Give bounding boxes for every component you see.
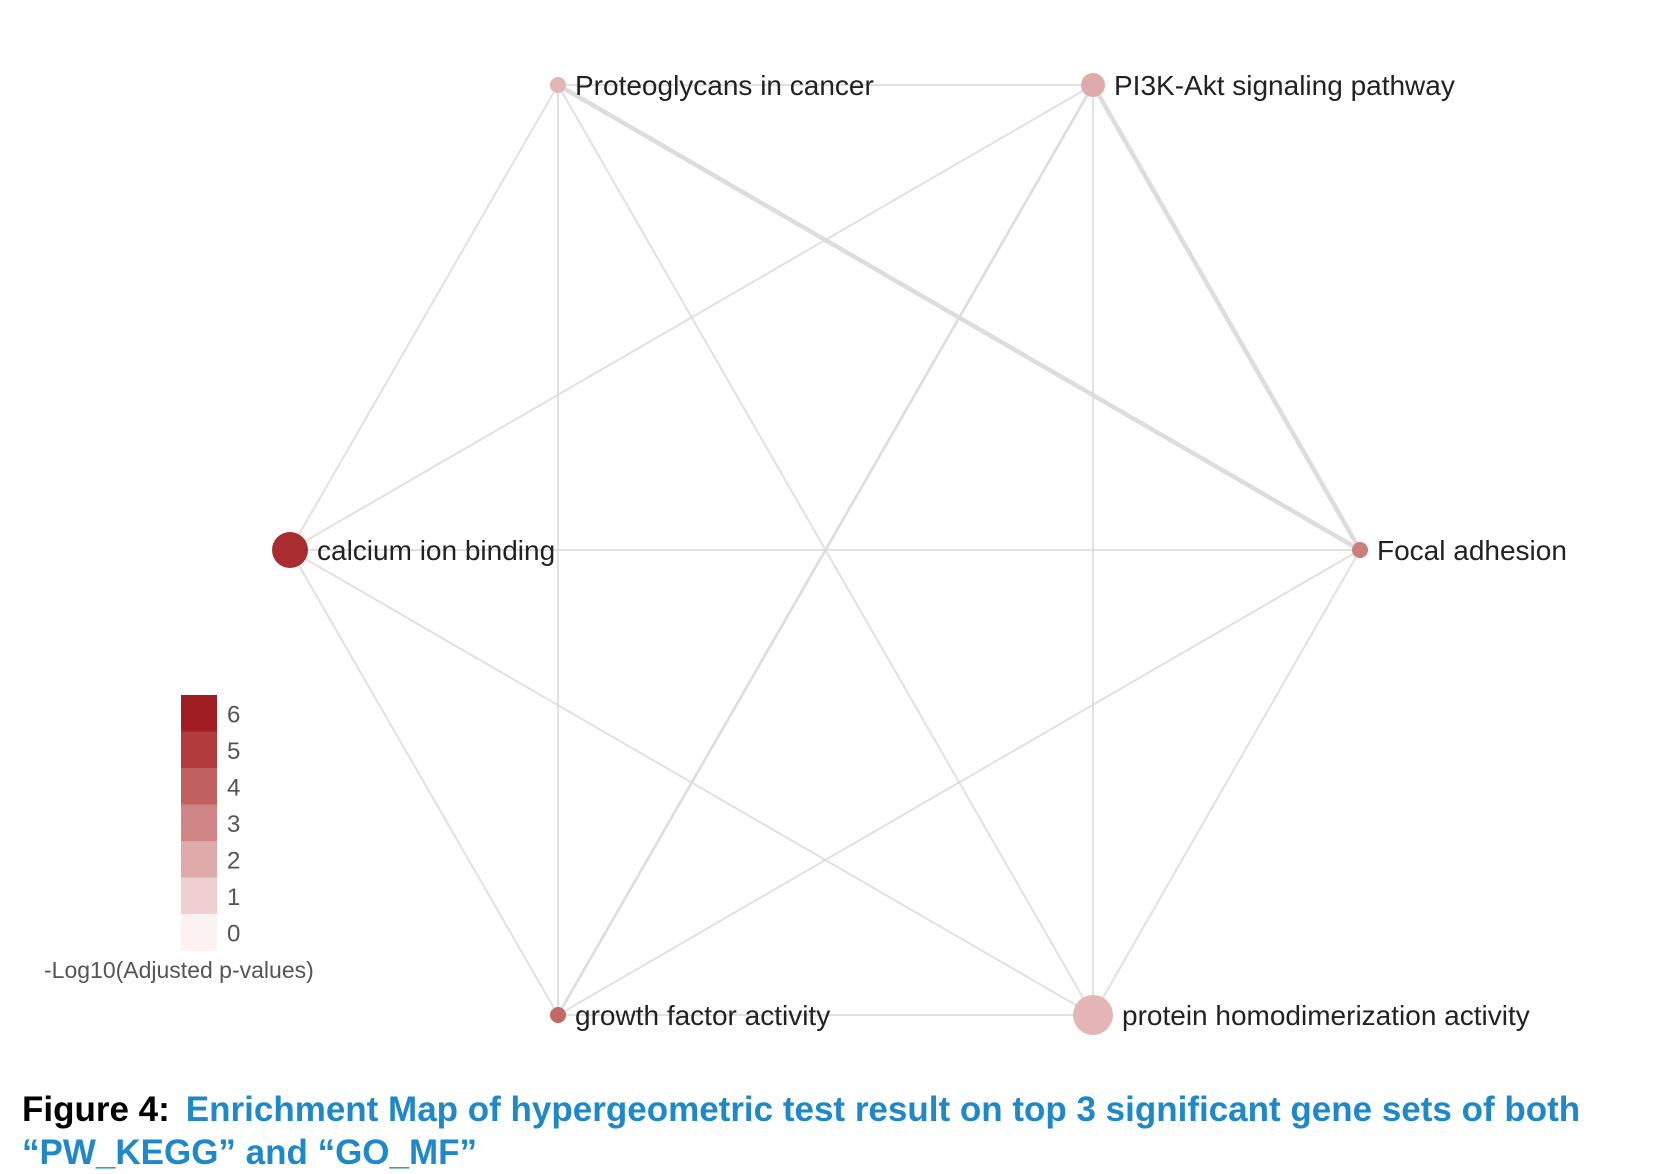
edge-layer — [289, 83, 1362, 1016]
legend-cell — [181, 914, 217, 951]
edge-pi3k-focal — [1091, 83, 1362, 552]
node-pi3k[interactable] — [1081, 73, 1105, 97]
color-legend: 6 5 4 3 2 1 0 -Log10(Adjusted p-values) — [44, 695, 314, 983]
legend-tick-label: 2 — [227, 847, 240, 874]
node-label-calcium: calcium ion binding — [317, 535, 555, 566]
legend-cell — [181, 804, 217, 842]
node-proteoglycans[interactable] — [550, 77, 566, 93]
node-focal[interactable] — [1352, 542, 1368, 558]
node-label-focal: Focal adhesion — [1377, 535, 1567, 566]
node-layer: Proteoglycans in cancer PI3K-Akt signalin… — [272, 70, 1567, 1035]
node-label-homodimer: protein homodimerization activity — [1122, 1000, 1530, 1031]
legend-tick-label: 3 — [227, 811, 240, 838]
legend-tick-label: 4 — [227, 774, 240, 801]
edge-pi3k-calcium — [289, 84, 1094, 551]
node-label-growth: growth factor activity — [575, 1000, 830, 1031]
legend-tick-label: 1 — [227, 884, 240, 911]
node-homodimer[interactable] — [1073, 995, 1113, 1035]
edge-calcium-growth — [289, 549, 559, 1016]
legend-tick-label: 5 — [227, 738, 240, 765]
legend-title: -Log10(Adjusted p-values) — [44, 957, 314, 983]
node-growth[interactable] — [550, 1007, 566, 1023]
edge-focal-homodimer — [1092, 549, 1361, 1016]
legend-cell — [181, 841, 217, 878]
node-label-proteoglycans: Proteoglycans in cancer — [575, 70, 874, 101]
legend-color-scale — [181, 695, 217, 951]
figure-caption: Figure 4: Enrichment Map of hypergeometri… — [22, 1088, 1652, 1174]
node-calcium[interactable] — [272, 532, 308, 568]
legend-tick-label: 6 — [227, 701, 240, 728]
enrichment-map-network: Proteoglycans in cancer PI3K-Akt signalin… — [44, 70, 1567, 1035]
edge-proteoglycans-calcium — [289, 84, 559, 551]
legend-cell — [181, 695, 217, 732]
legend-cell — [181, 877, 217, 915]
caption-text: Enrichment Map of hypergeometric test re… — [22, 1090, 1581, 1172]
figure-label: Figure 4: — [22, 1090, 170, 1129]
edge-focal-growth — [557, 549, 1361, 1016]
node-label-pi3k: PI3K-Akt signaling pathway — [1114, 70, 1455, 101]
legend-cell — [181, 768, 217, 805]
edge-calcium-homodimer — [289, 549, 1094, 1016]
legend-tick-label: 0 — [227, 920, 240, 947]
legend-cell — [181, 731, 217, 769]
legend-tick-labels: 6 5 4 3 2 1 0 — [227, 701, 240, 947]
